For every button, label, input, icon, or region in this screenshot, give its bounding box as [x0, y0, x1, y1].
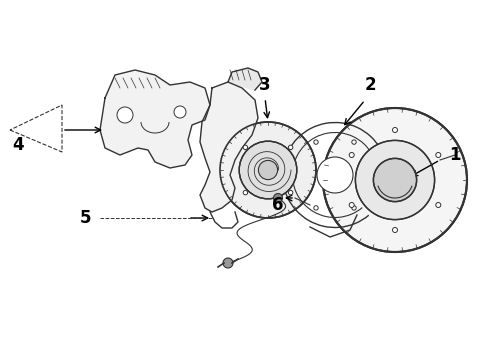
Circle shape — [220, 122, 316, 218]
Circle shape — [436, 202, 441, 207]
Text: 3: 3 — [259, 76, 271, 94]
Circle shape — [273, 194, 283, 202]
Circle shape — [317, 157, 353, 193]
Circle shape — [352, 140, 356, 144]
Text: 6: 6 — [272, 196, 284, 214]
Text: 4: 4 — [12, 136, 24, 154]
Polygon shape — [228, 68, 262, 90]
Circle shape — [223, 258, 233, 268]
Circle shape — [243, 145, 247, 149]
Circle shape — [392, 127, 397, 132]
Circle shape — [349, 153, 354, 158]
Circle shape — [174, 106, 186, 118]
Circle shape — [355, 140, 435, 220]
Circle shape — [373, 158, 416, 202]
Circle shape — [323, 108, 467, 252]
Circle shape — [349, 202, 354, 207]
Text: 1: 1 — [449, 146, 461, 164]
Circle shape — [117, 107, 133, 123]
Circle shape — [239, 141, 297, 199]
Circle shape — [258, 161, 278, 180]
Circle shape — [314, 140, 318, 144]
Circle shape — [352, 206, 356, 210]
Polygon shape — [100, 70, 210, 168]
Circle shape — [436, 153, 441, 158]
Polygon shape — [200, 82, 258, 212]
Circle shape — [289, 190, 293, 195]
Circle shape — [289, 145, 293, 149]
Circle shape — [243, 190, 247, 195]
Circle shape — [392, 228, 397, 233]
Text: 2: 2 — [364, 76, 376, 94]
Circle shape — [314, 206, 318, 210]
Text: 5: 5 — [79, 209, 91, 227]
